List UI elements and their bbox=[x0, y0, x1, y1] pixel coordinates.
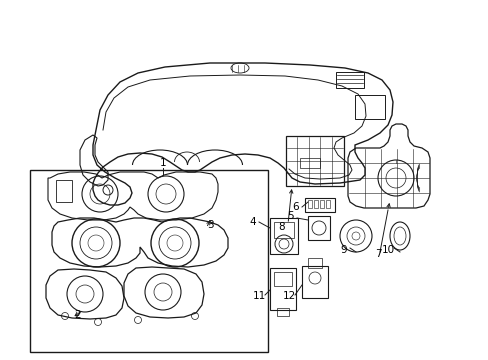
Text: 5: 5 bbox=[287, 211, 294, 221]
Text: 7: 7 bbox=[374, 249, 381, 259]
Text: 8: 8 bbox=[278, 222, 285, 232]
Bar bbox=[307, 258, 321, 268]
Bar bbox=[299, 158, 319, 168]
Text: 6: 6 bbox=[292, 202, 299, 212]
Bar bbox=[354, 95, 384, 119]
Bar bbox=[313, 200, 317, 208]
Bar bbox=[302, 266, 327, 298]
Bar bbox=[305, 198, 334, 212]
Bar bbox=[30, 170, 267, 352]
Bar bbox=[276, 308, 288, 316]
Bar bbox=[269, 268, 295, 310]
Bar bbox=[307, 200, 311, 208]
Text: 1: 1 bbox=[160, 158, 166, 168]
Text: 4: 4 bbox=[249, 217, 256, 227]
Text: 12: 12 bbox=[282, 291, 295, 301]
Text: 3: 3 bbox=[206, 220, 213, 230]
Text: 10: 10 bbox=[381, 245, 394, 255]
Bar bbox=[335, 72, 363, 88]
Bar bbox=[56, 180, 72, 202]
Bar bbox=[307, 216, 329, 240]
Bar bbox=[273, 222, 293, 238]
Bar bbox=[319, 200, 324, 208]
Bar bbox=[273, 272, 291, 286]
Bar bbox=[285, 136, 343, 186]
Bar bbox=[269, 218, 297, 254]
Text: 2: 2 bbox=[75, 310, 81, 320]
Text: 11: 11 bbox=[252, 291, 265, 301]
Bar bbox=[325, 200, 329, 208]
Text: 9: 9 bbox=[340, 245, 346, 255]
